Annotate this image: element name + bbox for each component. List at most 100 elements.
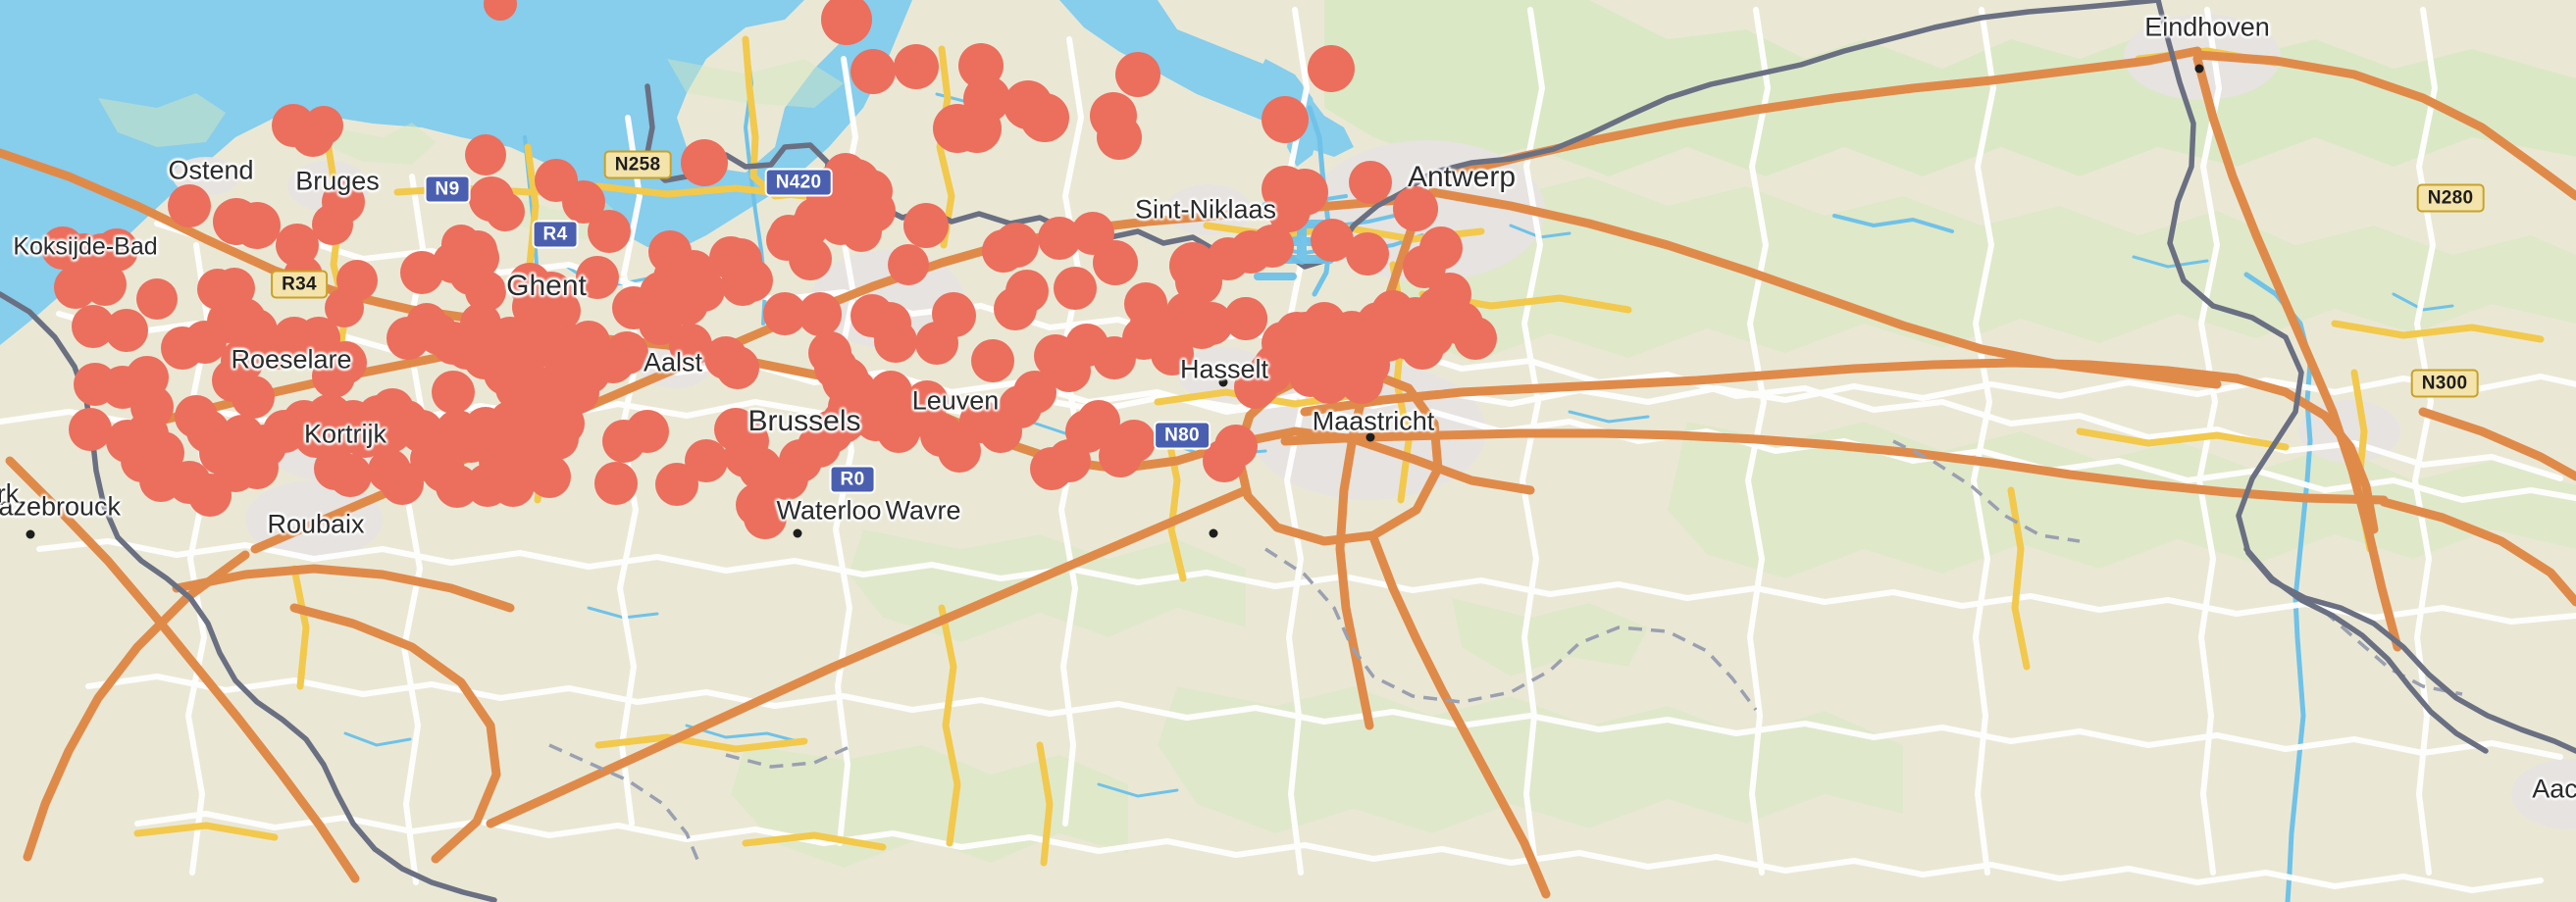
place-label: Hazebrouck — [0, 491, 122, 522]
map-marker — [1190, 302, 1233, 345]
map-marker — [850, 170, 893, 213]
map-marker — [304, 106, 343, 145]
city-center-dot — [26, 529, 35, 539]
map-marker — [1262, 96, 1309, 143]
map-marker — [808, 331, 851, 375]
road-shield[interactable]: R4 — [532, 220, 579, 249]
map-marker — [329, 454, 372, 497]
map-marker — [982, 229, 1025, 273]
place-label: Wavre — [885, 495, 961, 526]
map-marker — [1093, 240, 1138, 285]
map-marker — [894, 44, 939, 89]
map-marker — [766, 220, 807, 261]
city-center-dot — [1365, 432, 1375, 442]
map-marker — [168, 184, 211, 227]
place-label: Ghent — [506, 270, 587, 302]
map-marker — [233, 202, 281, 249]
map-marker — [312, 204, 353, 245]
map-marker — [235, 446, 279, 489]
place-label: Maastricht — [1312, 406, 1435, 436]
map-marker — [685, 439, 728, 482]
map-marker — [953, 104, 1002, 153]
place-label: Sint-Niklaas — [1134, 194, 1277, 225]
map-marker — [1013, 371, 1056, 414]
map-marker — [841, 211, 882, 252]
map-marker — [465, 134, 506, 175]
map-marker — [1214, 425, 1258, 468]
place-label: Eindhoven — [2144, 12, 2270, 42]
map-marker — [491, 464, 535, 507]
map-marker — [1054, 267, 1097, 310]
map-marker — [1419, 226, 1463, 270]
road-shield[interactable]: N420 — [764, 168, 833, 197]
place-label: Waterloo — [776, 495, 882, 526]
place-label: rk — [0, 478, 20, 509]
region-borders — [548, 439, 2463, 868]
map-marker — [888, 244, 929, 285]
map-marker — [121, 439, 164, 482]
map-marker — [1308, 45, 1355, 92]
road-shield[interactable]: N9 — [424, 175, 471, 204]
map-marker — [232, 376, 275, 419]
map-marker — [744, 496, 787, 539]
map-marker — [1454, 317, 1497, 360]
map-marker — [576, 256, 619, 299]
map-marker — [874, 320, 917, 363]
map-marker — [726, 420, 769, 463]
map-marker — [54, 266, 97, 309]
road-shield[interactable]: R0 — [829, 465, 876, 494]
map-marker — [915, 322, 958, 365]
map-marker — [799, 293, 842, 336]
map-marker — [682, 269, 725, 312]
map-marker — [381, 462, 424, 505]
map-marker — [850, 49, 896, 94]
map-marker — [1112, 420, 1156, 463]
place-label: Kortrijk — [303, 419, 387, 449]
road-shield[interactable]: N80 — [1154, 421, 1211, 450]
north-sea — [0, 0, 912, 345]
map-marker — [528, 455, 571, 498]
motorways — [0, 46, 2576, 899]
road-shield[interactable]: N280 — [2416, 183, 2485, 213]
map-marker — [436, 465, 479, 508]
place-label: Brussels — [747, 405, 861, 437]
map-marker — [716, 346, 759, 389]
map-marker — [1115, 52, 1160, 97]
map-marker — [605, 331, 648, 375]
map-marker — [69, 408, 112, 451]
place-label: Ostend — [168, 155, 254, 185]
map-marker — [1346, 232, 1389, 276]
map-marker — [1340, 361, 1383, 404]
map-marker — [994, 287, 1037, 330]
place-label: Aalst — [643, 347, 703, 377]
city-center-dot — [2194, 64, 2204, 74]
map-marker — [541, 402, 585, 445]
map-marker — [105, 309, 148, 352]
map-marker — [312, 355, 355, 398]
road-shield[interactable]: N258 — [603, 150, 672, 179]
map-marker — [626, 410, 669, 453]
map-marker — [721, 263, 764, 306]
map-marker — [136, 278, 178, 320]
city-center-dot — [1218, 377, 1228, 387]
map-marker — [903, 203, 949, 248]
city-center-dot — [793, 528, 802, 538]
place-label: Leuven — [911, 385, 1000, 416]
place-label: Antwerp — [1407, 161, 1517, 193]
road-shield[interactable]: R34 — [271, 270, 328, 299]
map-marker — [594, 462, 638, 505]
map-marker — [821, 0, 872, 45]
road-shield[interactable]: N300 — [2410, 369, 2479, 398]
place-label: Roeselare — [231, 344, 352, 375]
map-marker — [1097, 115, 1142, 160]
map-marker — [681, 139, 728, 186]
map-marker — [484, 0, 517, 21]
map-marker — [588, 210, 631, 253]
map-marker — [486, 192, 525, 231]
map-marker — [1267, 189, 1311, 232]
map-marker — [1393, 186, 1438, 231]
